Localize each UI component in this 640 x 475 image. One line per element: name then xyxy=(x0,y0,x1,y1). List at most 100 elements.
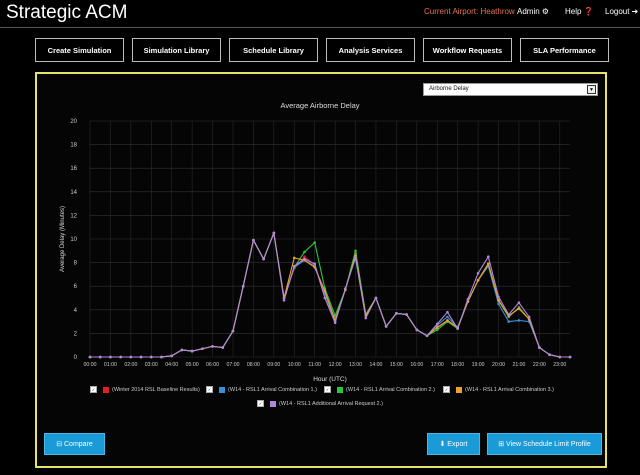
legend-swatch xyxy=(219,386,225,393)
series-point xyxy=(231,329,235,333)
series-point xyxy=(507,313,511,316)
compare-button[interactable]: ⊟ Compare xyxy=(44,433,105,455)
y-tick-label: 0 xyxy=(74,355,78,361)
series-point xyxy=(354,254,357,257)
x-tick-label: 21:00 xyxy=(512,362,525,368)
y-tick-label: 14 xyxy=(70,190,77,196)
x-tick-label: 06:00 xyxy=(206,362,219,368)
x-tick-label: 07:00 xyxy=(226,362,239,368)
admin-menu[interactable]: Admin ⚙ xyxy=(517,7,549,16)
series-point xyxy=(344,287,347,290)
series-point xyxy=(88,355,92,359)
series-point xyxy=(364,316,368,320)
series-point xyxy=(548,353,551,356)
series-point xyxy=(282,299,286,302)
series-point xyxy=(333,321,337,325)
legend-checkbox[interactable]: ✓ xyxy=(206,386,213,393)
export-button[interactable]: ⬇ Export xyxy=(427,433,480,455)
metric-select[interactable]: Airborne Delay ▼ xyxy=(423,83,598,96)
series-point xyxy=(538,346,541,349)
series-point xyxy=(425,334,429,338)
nav-analysis-services[interactable]: Analysis Services xyxy=(326,38,415,62)
series-point xyxy=(435,328,439,332)
help-menu[interactable]: Help ❓ xyxy=(565,7,593,16)
series-point xyxy=(160,355,163,359)
x-tick-label: 04:00 xyxy=(165,362,178,368)
series-point xyxy=(354,249,357,253)
x-tick-label: 15:00 xyxy=(390,362,403,368)
legend-item[interactable]: ✓ (W14 - RSL1 Additional Arrival Request … xyxy=(257,400,383,407)
series-point xyxy=(303,257,306,261)
top-bar: Strategic ACM Current Airport: Heathrow … xyxy=(0,0,640,26)
current-airport: Current Airport: Heathrow xyxy=(424,7,515,16)
nav-sla-performance[interactable]: SLA Performance xyxy=(520,38,609,62)
logout-link[interactable]: Logout ➜ xyxy=(605,7,638,16)
series-point xyxy=(109,355,112,359)
series-point xyxy=(405,313,408,316)
legend-label: (Winter 2014 RSL Baseline Results) xyxy=(112,386,200,393)
y-tick-label: 16 xyxy=(70,166,77,172)
legend-checkbox[interactable]: ✓ xyxy=(257,400,264,407)
gear-icon: ⚙ xyxy=(541,7,549,16)
nav-simulation-library[interactable]: Simulation Library xyxy=(132,38,221,62)
admin-label: Admin xyxy=(517,7,540,16)
x-tick-label: 12:00 xyxy=(329,362,342,368)
logout-label: Logout xyxy=(605,7,630,16)
series-point xyxy=(486,262,490,266)
series-point xyxy=(139,355,143,359)
series-point xyxy=(241,284,245,288)
series-point xyxy=(517,307,521,310)
legend-label: (W14 - RSL1 Additional Arrival Request 2… xyxy=(279,400,383,407)
legend-label: (W14 - RSL1 Arrival Combination 1.) xyxy=(228,386,317,393)
series-point xyxy=(119,355,122,359)
series-point xyxy=(497,302,500,306)
series-point xyxy=(374,296,378,300)
x-tick-label: 00:00 xyxy=(84,362,97,368)
y-tick-label: 6 xyxy=(74,284,78,290)
series-point xyxy=(313,262,316,266)
x-tick-label: 05:00 xyxy=(186,362,199,368)
legend-item[interactable]: ✓ (Winter 2014 RSL Baseline Results) xyxy=(90,386,200,393)
series-point xyxy=(272,231,276,235)
nav-create-simulation[interactable]: Create Simulation xyxy=(35,38,124,62)
chart-title: Average Airborne Delay xyxy=(280,101,360,110)
series-point xyxy=(507,320,511,323)
series-point xyxy=(98,355,102,359)
series-point xyxy=(517,319,521,322)
app-title: Strategic ACM xyxy=(6,2,128,23)
legend-swatch xyxy=(103,386,109,393)
legend-item[interactable]: ✓ (W14 - RSL1 Arrival Combination 2.) xyxy=(324,386,435,393)
legend-item[interactable]: ✓ (W14 - RSL1 Arrival Combination 3.) xyxy=(443,386,554,393)
legend-checkbox[interactable]: ✓ xyxy=(90,386,97,393)
y-axis-label: Average Delay (Minutes) xyxy=(60,206,66,272)
series-point xyxy=(201,347,204,351)
nav-schedule-library[interactable]: Schedule Library xyxy=(229,38,318,62)
series-point xyxy=(333,314,337,318)
view-schedule-limit-profile-button[interactable]: ⊞ View Schedule Limit Profile xyxy=(487,433,602,455)
nav-workflow-requests[interactable]: Workflow Requests xyxy=(423,38,512,62)
series-point xyxy=(476,279,480,282)
x-tick-label: 08:00 xyxy=(247,362,260,368)
help-label: Help xyxy=(565,7,582,16)
series-point xyxy=(527,315,531,319)
series-point xyxy=(354,256,357,260)
question-circle-icon: ❓ xyxy=(583,7,594,16)
x-tick-label: 14:00 xyxy=(369,362,382,368)
series-line xyxy=(90,230,570,358)
legend-item[interactable]: ✓ (W14 - RSL1 Arrival Combination 1.) xyxy=(206,386,317,393)
x-tick-label: 10:00 xyxy=(288,362,301,368)
series-point xyxy=(292,256,296,260)
legend-swatch xyxy=(456,386,462,393)
header-divider xyxy=(0,27,640,28)
legend-checkbox[interactable]: ✓ xyxy=(443,386,450,393)
y-tick-label: 8 xyxy=(74,261,78,267)
y-tick-label: 4 xyxy=(74,308,78,314)
x-tick-label: 18:00 xyxy=(451,362,464,368)
x-tick-label: 01:00 xyxy=(104,362,117,368)
series-point xyxy=(323,289,327,293)
series-point xyxy=(456,327,459,330)
x-tick-label: 16:00 xyxy=(410,362,423,368)
legend-checkbox[interactable]: ✓ xyxy=(324,386,331,393)
series-point xyxy=(262,257,265,261)
